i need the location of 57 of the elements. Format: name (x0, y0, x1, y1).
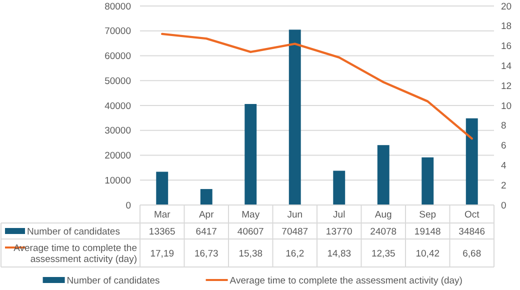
data-label: 14,83 (327, 248, 352, 260)
y2-tick-label: 20 (501, 1, 512, 12)
data-label: 15,38 (238, 248, 263, 260)
y2-tick-label: 18 (501, 21, 512, 32)
y2-tick-label: 14 (501, 61, 512, 72)
y2-tick-label: 2 (501, 180, 506, 192)
y-tick-label: 60000 (104, 51, 131, 62)
legend-label: Number of candidates (27, 226, 120, 238)
y2-tick-label: 12 (501, 80, 512, 92)
data-label: 40607 (237, 226, 264, 238)
data-label: 6,68 (462, 248, 482, 260)
y2-tick-label: 8 (501, 120, 506, 132)
x-tick-label: Aug (374, 209, 392, 220)
y-tick-label: 20000 (104, 150, 131, 162)
line-series (161, 32, 473, 140)
x-tick-label: May (242, 209, 260, 220)
data-label: 17,19 (150, 248, 174, 260)
data-label: 13365 (148, 226, 176, 238)
y2-tick-label: 10 (501, 100, 512, 112)
data-label: 19148 (414, 226, 441, 238)
y2-tick-label: 16 (501, 41, 512, 52)
y2-tick-label: 4 (501, 160, 506, 172)
bar (288, 30, 301, 205)
x-tick-label: Sep (419, 209, 436, 220)
y-tick-label: 30000 (104, 126, 131, 137)
x-tick-label: Jul (333, 209, 346, 220)
x-tick-label: Apr (198, 209, 214, 220)
data-label: 16,73 (194, 248, 218, 260)
y-tick-label: 0 (126, 200, 131, 212)
y-tick-label: 40000 (104, 100, 131, 112)
data-label: 70487 (282, 226, 308, 238)
x-tick-label: Jun (287, 209, 303, 220)
data-label: 24078 (370, 226, 397, 238)
text: Number of candidates (66, 275, 160, 286)
x-tick-label: Oct (464, 209, 480, 220)
bar (244, 104, 257, 205)
x-tick-label: Mar (154, 209, 170, 220)
bar (200, 189, 212, 205)
bar (333, 170, 346, 205)
data-label: 16,2 (286, 248, 304, 260)
bar (422, 157, 434, 205)
y-tick-label: 70000 (104, 26, 131, 38)
data-label: 12,35 (371, 248, 396, 260)
text: Average time to complete the assessment activity (day) (14, 242, 137, 265)
y2-tick-label: 0 (501, 200, 506, 212)
y2-tick-label: 6 (501, 140, 506, 152)
y-tick-label: 80000 (104, 1, 131, 12)
bar (377, 145, 390, 205)
bar (156, 172, 168, 205)
data-label: 13770 (326, 226, 352, 238)
y-tick-label: 10000 (104, 175, 131, 186)
data-label: 10,42 (416, 248, 440, 260)
data-label: 34846 (458, 226, 486, 238)
legend-label: Average time to complete the assessment activity (day) (230, 275, 462, 286)
data-label: 6417 (196, 226, 217, 238)
bar (466, 118, 478, 205)
y-tick-label: 50000 (104, 76, 131, 87)
